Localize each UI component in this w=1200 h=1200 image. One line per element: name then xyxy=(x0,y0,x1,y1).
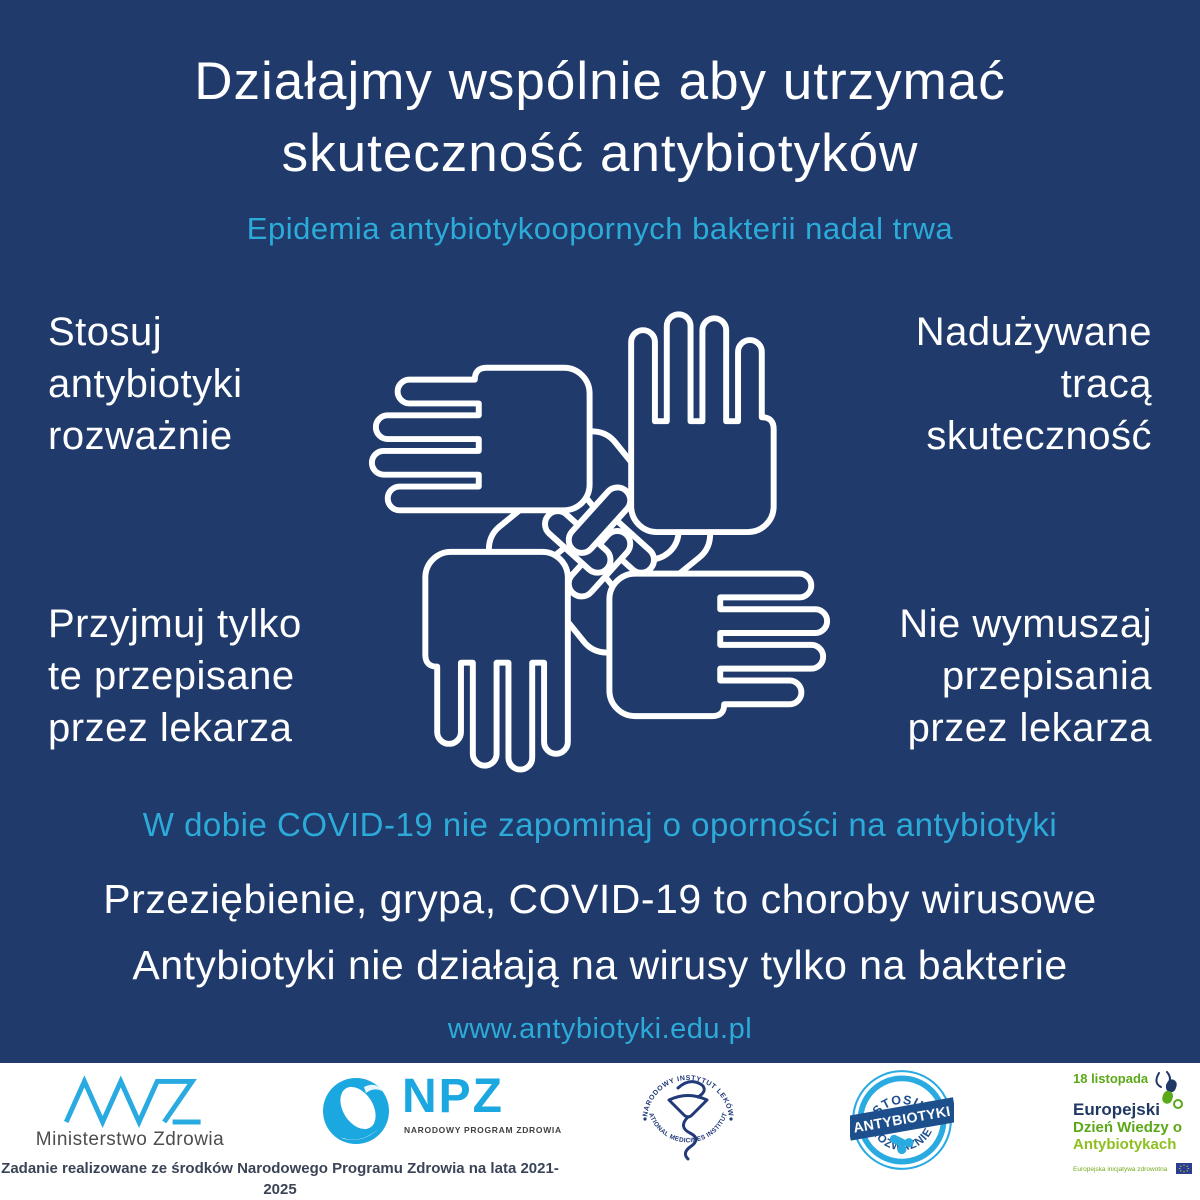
covid-reminder: W dobie COVID-19 nie zapominaj o opornoś… xyxy=(142,806,1058,843)
hygieia-bowl-snake-icon xyxy=(667,1080,709,1161)
viral-diseases-line: Przeziębienie, grypa, COVID-19 to chorob… xyxy=(103,876,1097,922)
ministry-of-health-label: Ministerstwo Zdrowia xyxy=(35,1129,225,1150)
stethoscope-capsule-icon xyxy=(1155,1071,1183,1109)
eaad-line-3: Antybiotykach xyxy=(1073,1136,1177,1153)
eaad-date: 18 listopada xyxy=(1073,1071,1149,1086)
funding-statement: Zadanie realizowane ze środków Narodoweg… xyxy=(1,1160,559,1198)
eu-flag-icon xyxy=(1175,1163,1192,1174)
national-medicines-institute-seal: NARODOWY INSTYTUT LEKÓW NATIONAL MEDICIN… xyxy=(638,1069,734,1161)
npz-leaf-icon xyxy=(323,1078,389,1144)
message-do-not-force-prescription: Nie wymuszaj przepisania przez lekarza xyxy=(899,602,1152,750)
message-overused-lose-effectiveness: Nadużywane tracą skuteczność xyxy=(915,310,1152,458)
title-line-1: Działajmy wspólnie aby utrzymać xyxy=(194,52,1006,111)
footer-logo-bar: Ministerstwo Zdrowia NPZ NARODOWY PROGRA… xyxy=(0,1063,1200,1200)
eaad-logo: 18 listopada Europejski Dzień Wiedzy o A… xyxy=(1073,1071,1197,1174)
hands-unity-illustration xyxy=(362,292,837,782)
eaad-line-2: Dzień Wiedzy o xyxy=(1073,1119,1183,1136)
npz-full-name: NARODOWY PROGRAM ZDROWIA xyxy=(404,1125,562,1135)
message-use-antibiotics-prudently: Stosuj antybiotyki rozważnie xyxy=(48,310,243,458)
antibiotics-vs-viruses-line: Antybiotyki nie działają na wirusy tylko… xyxy=(132,942,1068,988)
title-line-2: skuteczność antybiotyków xyxy=(281,124,919,183)
ministry-of-health-logo xyxy=(63,1075,201,1128)
website-link[interactable]: www.antybiotyki.edu.pl xyxy=(447,1013,753,1045)
eaad-tagline: Europejska inicjatywa zdrowotna xyxy=(1073,1166,1168,1173)
message-take-only-prescribed: Przyjmuj tylko te przepisane przez lekar… xyxy=(48,602,302,750)
use-antibiotics-prudently-badge: STOSUJ ROZWAŻNIE ANTYBIOTYKI xyxy=(850,1070,954,1170)
subtitle: Epidemia antybiotykoopornych bakterii na… xyxy=(246,211,954,246)
page-title: Działajmy wspólnie aby utrzymać skuteczn… xyxy=(0,46,1200,190)
npz-abbreviation: NPZ xyxy=(402,1070,504,1123)
eaad-line-1: Europejski xyxy=(1073,1100,1160,1119)
pills-icon xyxy=(889,1134,914,1155)
